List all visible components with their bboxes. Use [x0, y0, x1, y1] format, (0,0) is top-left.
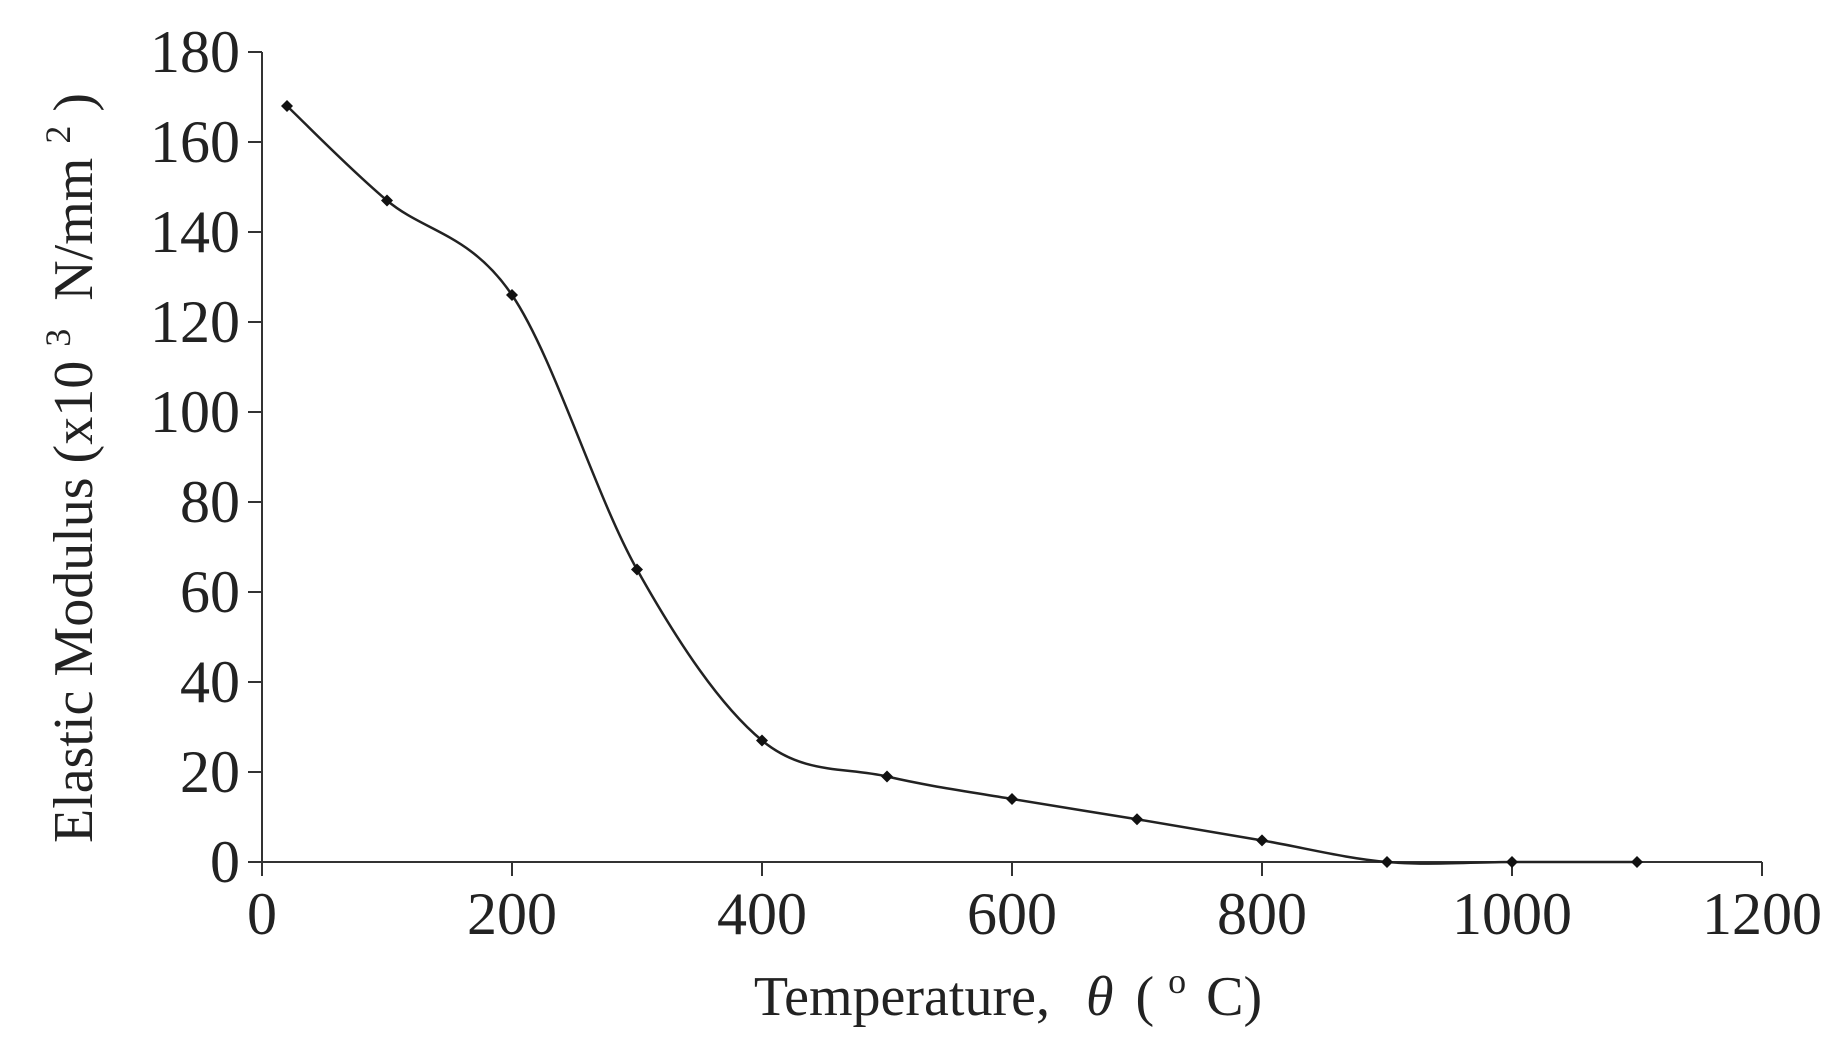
data-point-marker [1256, 834, 1268, 846]
x-tick-label: 0 [247, 881, 277, 947]
data-point-marker [1006, 793, 1018, 805]
x-axis-title-unit-main: C) [1206, 966, 1262, 1028]
series-layer [287, 106, 1637, 864]
y-tick-label: 100 [150, 379, 240, 445]
y-tick-label: 180 [150, 19, 240, 85]
y-axis-title-text: Elastic Modulus (x10 [43, 361, 105, 843]
data-point-marker [881, 771, 893, 783]
x-axis-title-symbol: θ [1086, 966, 1114, 1028]
y-tick-label: 160 [150, 109, 240, 175]
ticks: 0 20 40 60 80 100 120 140 160 180 0 200 400 600 800 100… [150, 19, 1822, 947]
x-axis-title-unit-sup: o [1168, 961, 1186, 1001]
markers-layer [281, 100, 1643, 868]
series-line [287, 106, 1637, 864]
y-axis-title-unit: N/mm [43, 158, 105, 315]
axes [262, 52, 1762, 862]
data-point-marker [1381, 856, 1393, 868]
x-tick-label: 200 [467, 881, 557, 947]
y-tick-label: 40 [180, 649, 240, 715]
x-tick-label: 400 [717, 881, 807, 947]
y-tick-label: 80 [180, 469, 240, 535]
data-point-marker [1506, 856, 1518, 868]
y-tick-label: 0 [210, 829, 240, 895]
y-axis-title-sup1: 3 [38, 329, 78, 347]
x-tick-label: 600 [967, 881, 1057, 947]
y-axis-title-sup2: 2 [38, 126, 78, 144]
x-tick-label: 1000 [1452, 881, 1572, 947]
y-tick-label: 20 [180, 739, 240, 805]
data-point-marker [1631, 856, 1643, 868]
data-point-marker [1131, 813, 1143, 825]
y-axis-title: Elastic Modulus (x10 3 N/mm 2 ) [21, 93, 105, 843]
x-tick-label: 800 [1217, 881, 1307, 947]
x-axis-title-text: Temperature, [754, 966, 1050, 1028]
x-axis-title: Temperature, θ ( o C) [754, 944, 1262, 1028]
x-tick-label: 1200 [1702, 881, 1822, 947]
y-axis-title-close: ) [43, 93, 105, 112]
y-tick-label: 120 [150, 289, 240, 355]
y-tick-label: 140 [150, 199, 240, 265]
data-point-marker [631, 564, 643, 576]
y-tick-label: 60 [180, 559, 240, 625]
x-axis-title-unit-open: ( [1136, 966, 1155, 1028]
